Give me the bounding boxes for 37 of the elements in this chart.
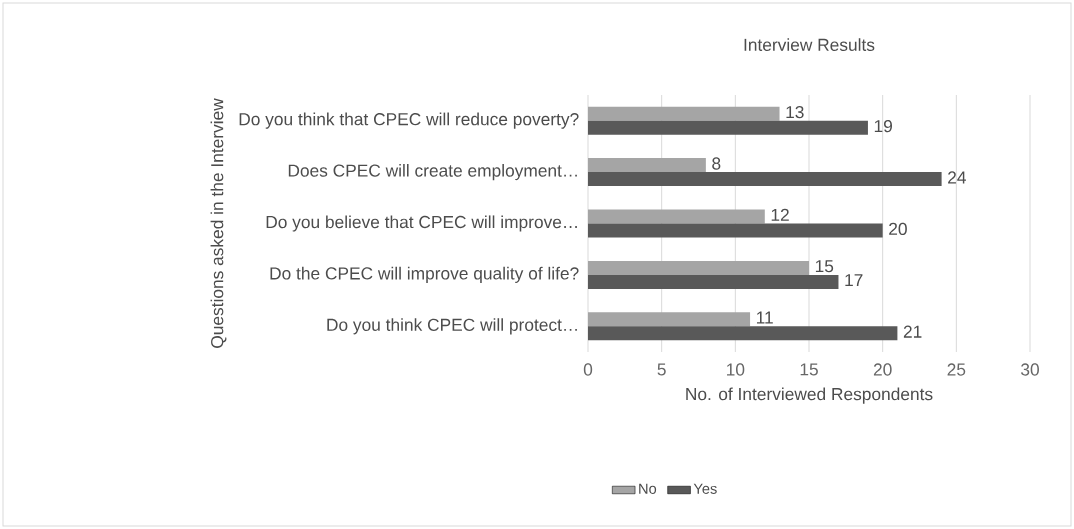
data-label: 17 (845, 274, 863, 287)
bar (588, 209, 765, 224)
data-label: 24 (948, 171, 966, 184)
data-label: 15 (815, 260, 834, 273)
y-tick-label: Do you believe that CPEC will improve… (266, 215, 577, 232)
bar (588, 274, 839, 289)
x-tick-label: 20 (873, 363, 892, 376)
legend-label: Yes (693, 483, 717, 494)
data-label: 8 (712, 157, 721, 170)
y-tick-label: Do the CPEC will improve quality of life? (270, 266, 579, 283)
data-label: 19 (874, 119, 892, 133)
bar (588, 223, 883, 238)
legend-label: No (639, 483, 657, 494)
bar (588, 326, 898, 341)
x-tick-label: 5 (657, 363, 666, 376)
bar (588, 158, 706, 173)
chart-title: Interview Results (744, 38, 875, 51)
y-axis-title: Questions asked in the Interview (210, 98, 227, 348)
x-tick-label: 0 (583, 363, 593, 376)
x-tick-label: 10 (727, 363, 745, 376)
x-tick-label: 15 (800, 363, 818, 376)
bar (588, 172, 942, 187)
x-tick-label: 25 (947, 363, 966, 376)
y-tick-label: Do you think that CPEC will reduce poverty? (239, 112, 579, 129)
bar (588, 106, 780, 121)
data-label: 20 (889, 222, 907, 236)
data-label: 13 (786, 105, 804, 119)
x-tick-label: 30 (1021, 363, 1039, 376)
data-label: 21 (903, 325, 922, 338)
data-label: 12 (771, 208, 789, 221)
bar (588, 120, 868, 135)
y-tick-label: Does CPEC will create employment… (288, 164, 577, 181)
bar (588, 312, 751, 327)
data-label: 11 (756, 311, 773, 324)
bar (588, 260, 809, 275)
y-tick-label: Do you think CPEC will protect… (327, 318, 577, 335)
x-axis-title: No. of Interviewed Respondents (686, 387, 933, 404)
